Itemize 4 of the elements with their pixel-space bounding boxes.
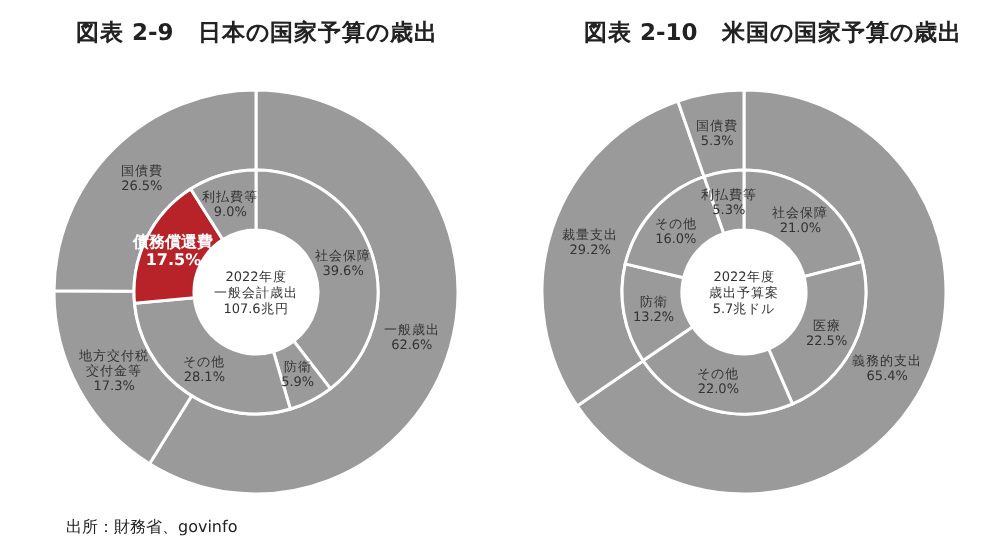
chart-title: 図表 2-10 米国の国家予算の歳出 — [584, 18, 962, 46]
text: 出所：財務省、govinfo — [66, 518, 238, 536]
data-label: 17.5% — [145, 251, 202, 270]
chart-title: 図表 2-9 日本の国家予算の歳出 — [76, 18, 438, 46]
